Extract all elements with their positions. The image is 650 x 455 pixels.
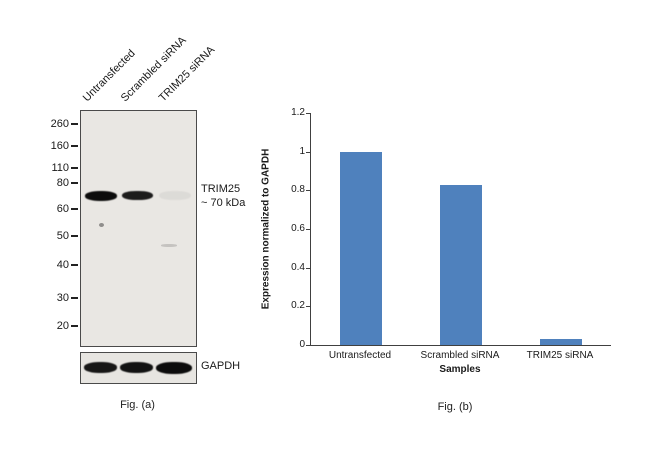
mw-marker-tick: [71, 325, 78, 328]
gapdh-label: GAPDH: [201, 360, 241, 372]
mw-marker-tick: [71, 123, 78, 126]
mw-marker-110: 110: [36, 162, 78, 174]
y-tick-label-1.2: 1.2: [291, 107, 305, 118]
mw-marker-tick: [71, 182, 78, 185]
mw-marker-30: 30: [36, 292, 78, 304]
mw-marker-value: 160: [50, 140, 69, 152]
panel-a-caption: Fig. (a): [120, 399, 155, 411]
x-axis-label: Samples: [439, 364, 481, 375]
trim25-band-lane-2: [122, 191, 153, 200]
gapdh-band-lane-3: [156, 362, 192, 374]
mw-marker-tick: [71, 208, 78, 211]
band-annotation-protein: TRIM25: [201, 183, 241, 195]
blot-speck: [161, 244, 177, 247]
mw-marker-value: 30: [56, 292, 69, 304]
y-tick-label-0.6: 0.6: [291, 223, 305, 234]
trim25-band-lane-3: [159, 191, 191, 200]
mw-marker-tick: [71, 145, 78, 148]
panel-b-caption: Fig. (b): [437, 401, 473, 413]
mw-marker-value: 80: [56, 177, 69, 189]
x-category-untransfected: Untransfected: [328, 350, 392, 361]
y-tick-label-1: 1: [299, 145, 305, 157]
gapdh-band-lane-2: [120, 362, 153, 373]
y-tick-label-0: 0: [299, 339, 305, 350]
bar-scrambled-sirna: [440, 184, 482, 345]
mw-marker-value: 60: [56, 203, 69, 215]
bar-untransfected: [340, 151, 382, 345]
lane-label-scrambled-sirna: Scrambled siRNA: [118, 34, 189, 105]
mw-marker-80: 80: [36, 177, 78, 189]
mw-marker-tick: [71, 167, 78, 170]
blot-speck: [99, 223, 104, 227]
mw-marker-tick: [71, 264, 78, 267]
mw-marker-value: 50: [56, 230, 69, 242]
mw-marker-value: 260: [50, 118, 69, 130]
gapdh-blot-image: [80, 352, 197, 384]
y-tick-mark-0.8: [306, 190, 311, 192]
gapdh-band-lane-1: [84, 362, 117, 373]
mw-marker-tick: [71, 235, 78, 238]
plot-area: 0 0.2 0.4 0.6 0.8 1 1.2: [291, 107, 611, 350]
mw-marker-20: 20: [36, 320, 78, 332]
y-tick-mark-0: [306, 345, 311, 346]
mw-marker-50: 50: [36, 230, 78, 242]
x-category-scrambled-sirna: Scrambled siRNA: [420, 350, 500, 361]
band-annotation-size: ~ 70 kDa: [201, 197, 246, 209]
mw-marker-40: 40: [36, 259, 78, 271]
y-tick-mark-0.4: [306, 267, 311, 269]
trim25-band-lane-1: [85, 191, 117, 201]
mw-marker-value: 40: [56, 259, 69, 271]
y-tick-mark-1.2: [306, 113, 311, 114]
y-tick-label-0.8: 0.8: [291, 184, 305, 196]
x-category-trim25-sirna: TRIM25 siRNA: [526, 350, 594, 361]
mw-marker-value: 20: [56, 320, 69, 332]
mw-marker-tick: [71, 297, 78, 300]
y-tick-mark-0.2: [306, 306, 311, 308]
trim25-blot-image: [80, 110, 197, 347]
band-annotation: TRIM25 ~ 70 kDa: [201, 182, 245, 210]
y-tick-label-0.4: 0.4: [291, 261, 305, 273]
mw-marker-260: 260: [36, 118, 78, 130]
y-axis-label: Expression normalized to GAPDH: [260, 148, 272, 310]
mw-marker-value: 110: [51, 162, 69, 174]
y-tick-mark-0.6: [306, 229, 311, 230]
mw-marker-160: 160: [36, 140, 78, 152]
mw-marker-60: 60: [36, 203, 78, 215]
y-tick-mark-1: [306, 151, 311, 153]
bar-trim25-sirna: [540, 339, 582, 345]
y-tick-label-0.2: 0.2: [291, 300, 305, 312]
